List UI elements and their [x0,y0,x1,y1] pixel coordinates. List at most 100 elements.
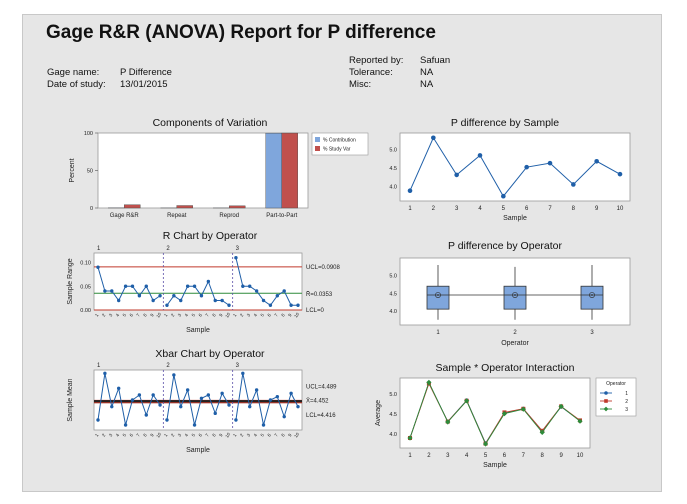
r-chart-sample-tick-label: 1 [94,312,100,317]
r-chart-sample-tick-label: 8 [142,312,148,317]
xbar-chart-point [254,388,259,392]
xbar-chart-point [185,388,190,392]
r-chart-sample-tick-label: 3 [108,312,114,317]
xbar-chart-sample-tick-label: 3 [246,432,252,437]
xbar-chart-sample-tick-label: 8 [142,432,148,437]
r-chart-point [192,284,197,288]
r-chart-point [179,298,183,303]
r-chart-sample-tick-label: 1 [232,312,238,317]
by-sample-x-tick-label: 4 [478,206,482,212]
r-chart-sample-tick-label: 7 [135,312,141,317]
r-chart-sample-tick-label: 5 [191,312,197,317]
by-sample-point [501,193,506,199]
xbar-chart-sample-tick-label: 10 [224,431,231,438]
r-chart-point [254,289,259,293]
r-chart-sample-tick-label: 10 [155,311,162,318]
components-legend-swatch [315,146,320,151]
by-sample-point [477,153,483,158]
by-operator-title: P difference by Operator [447,240,562,252]
xbar-chart-x-axis-label: Sample [186,447,210,454]
interaction-x-tick-label: 8 [541,453,545,459]
xbar-chart-operator-label: 3 [236,363,240,369]
xbar-chart-point [144,413,148,417]
xbar-chart-point [137,393,142,397]
interaction-point [520,406,526,412]
by-sample-point [431,135,436,141]
by-sample-x-tick-label: 6 [525,206,529,212]
r-chart-sample-tick-label: 2 [101,312,107,317]
by-sample-point [547,160,553,166]
by-sample-point [571,182,576,187]
components-legend-label: % Study Var [323,147,351,153]
r-chart-sample-tick-label: 7 [273,312,279,317]
xbar-chart-sample-tick-label: 1 [232,432,238,437]
xbar-chart-point [241,371,245,376]
r-chart-point [268,303,273,307]
interaction-x-tick-label: 6 [503,453,507,459]
r-chart-point [130,284,135,288]
components-legend [311,132,369,156]
r-chart-title: R Chart by Operator [162,230,258,242]
interaction-x-tick-label: 4 [465,453,469,459]
xbar-chart-sample-tick-label: 2 [101,432,107,437]
xbar-chart-point [130,398,135,402]
components-bar [265,132,282,209]
xbar-chart-sample-tick-label: 4 [184,432,190,437]
xbar-chart-title: Xbar Chart by Operator [155,348,265,360]
xbar-chart-sample-tick-label: 9 [287,432,293,437]
by-sample-series-line [409,136,621,198]
r-chart-sample-tick-label: 2 [170,312,176,317]
xbar-chart-point [96,418,100,422]
xbar-chart-point [275,394,280,399]
xbar-chart-sample-tick-label: 2 [170,432,176,437]
xbar-chart-sample-tick-label: 3 [108,432,114,437]
components-bar [124,204,141,209]
by-operator-mean-marker [589,292,595,298]
tolerance-label: Tolerance: [349,67,393,78]
r-chart-y-axis-label: Sample Range [67,258,74,304]
r-chart-point [144,284,148,288]
xbar-chart-sample-tick-label: 2 [239,432,245,437]
xbar-chart-sample-tick-label: 5 [122,432,128,437]
xbar-chart-point [123,423,128,427]
components-bar [229,205,246,209]
by-sample-x-axis-label: Sample [503,215,527,222]
xbar-chart-point [103,371,107,376]
r-chart-sample-tick-label: 9 [149,312,155,317]
xbar-chart-point [248,404,252,409]
xbar-chart-sample-tick-label: 6 [266,432,272,437]
r-chart-point [227,303,231,307]
r-chart-point [213,298,217,303]
r-chart-operator-label: 3 [236,246,240,252]
r-chart-series-line [97,267,161,302]
r-chart-point [151,298,155,303]
xbar-chart-operator-label: 1 [97,363,101,369]
r-chart-point [110,289,114,293]
xbar-chart-point [268,398,273,402]
components-category-label: Part-to-Part [266,213,297,219]
xbar-chart-sample-tick-label: 8 [211,432,217,437]
components-category-label: Gage R&R [110,213,140,219]
r-chart-sample-tick-label: 4 [184,312,190,317]
r-chart-sample-tick-label: 4 [253,312,259,317]
by-sample-x-tick-label: 5 [502,206,506,212]
xbar-chart-point [220,391,224,396]
r-chart-point [199,294,204,298]
r-chart-x-axis-label: Sample [186,327,210,334]
r-chart-sample-tick-label: 9 [218,312,224,317]
interaction-x-axis-label: Sample [483,462,507,469]
r-chart-sample-tick-label: 6 [197,312,203,317]
xbar-chart-ucl-label: UCL=4.489 [306,384,337,390]
interaction-point [482,441,489,447]
xbar-chart-sample-tick-label: 9 [218,432,224,437]
xbar-chart-center-label: X̄=4.452 [306,398,329,405]
by-sample-x-tick-label: 10 [617,206,624,212]
components-y-tick-label: 100 [84,131,93,137]
interaction-x-tick-label: 9 [559,453,563,459]
r-chart-ucl-label: UCL=0.0908 [306,265,341,271]
interaction-x-tick-label: 7 [522,453,526,459]
misc-value: NA [420,79,434,90]
xbar-chart-point [158,403,162,407]
xbar-chart-point [227,403,231,407]
